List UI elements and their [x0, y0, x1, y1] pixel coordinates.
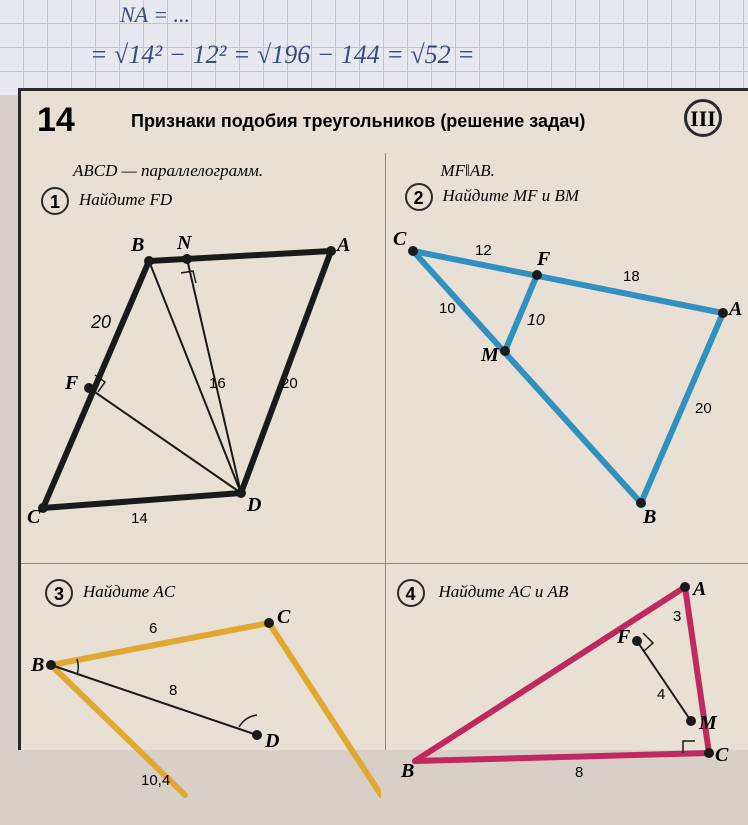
page-number: 14	[37, 101, 75, 140]
problem-1: ABCD — параллелограмм. 1 Найдите FD	[21, 153, 385, 563]
p3-val-BC: 6	[149, 620, 157, 637]
p1-label-C: C	[27, 506, 41, 528]
p3-val-side: 10,4	[141, 772, 170, 789]
p2-task: Найдите MF и BM	[443, 186, 580, 205]
p2-val-FA: 18	[623, 268, 640, 285]
problem-4: 4 Найдите AC и AB	[385, 563, 748, 813]
roman-numeral-badge: III	[684, 99, 722, 137]
p2-label-C: C	[393, 228, 407, 250]
p3-number-badge: 3	[45, 579, 73, 607]
p4-val-FA: 3	[673, 608, 681, 625]
p3-val-BD: 8	[169, 682, 177, 699]
p4-label-C: C	[715, 744, 729, 766]
problem-2: MF‖AB. 2 Найдите MF и BM C A B	[385, 153, 748, 563]
p1-pencil: 20	[90, 312, 111, 332]
p3-figure: B C D 6 8 10,4	[21, 605, 381, 825]
p1-label-B: B	[130, 234, 144, 256]
p3-label-D: D	[264, 730, 279, 752]
problem-grid: ABCD — параллелограмм. 1 Найдите FD	[21, 153, 748, 750]
p2-label-B: B	[642, 506, 656, 528]
p2-given: MF‖AB.	[441, 161, 495, 181]
p1-val-ND: 16	[209, 375, 226, 392]
p2-figure: C A B F M 12 18 10 20 10	[385, 213, 748, 543]
p3-task: Найдите AC	[83, 582, 175, 601]
p2-pencil: 10	[527, 312, 545, 329]
p1-figure: B N A F C D 16 20 14 20	[21, 223, 381, 553]
p4-label-B: B	[400, 760, 414, 782]
p1-number-badge: 1	[41, 187, 69, 215]
p2-val-AB: 20	[695, 400, 712, 417]
p1-label-N: N	[176, 232, 193, 254]
p1-val-AD: 20	[281, 375, 298, 392]
handwriting-line2: = √14² − 12² = √196 − 144 = √52 =	[90, 40, 475, 70]
p2-val-CF: 12	[475, 242, 492, 259]
p2-number-badge: 2	[405, 183, 433, 211]
p2-val-CM: 10	[439, 300, 456, 317]
p1-task: Найдите FD	[79, 190, 172, 209]
p3-label-C: C	[277, 606, 291, 628]
problem-3: 3 Найдите AC B	[21, 563, 385, 813]
p4-label-F: F	[616, 626, 631, 648]
p4-figure: A F M C B 3 4 8	[385, 581, 748, 801]
p1-val-CD: 14	[131, 510, 148, 527]
p1-label-A: A	[335, 234, 350, 256]
p3-label-B: B	[30, 654, 44, 676]
page-title: Признаки подобия треугольников (решение …	[131, 111, 585, 132]
p1-label-F: F	[64, 372, 79, 394]
p4-val-bottom: 8	[575, 764, 583, 781]
p1-label-D: D	[246, 494, 261, 516]
textbook-page: 14 Признаки подобия треугольников (решен…	[18, 88, 748, 750]
handwriting-line1: NA = ...	[120, 2, 190, 28]
p1-given: ABCD — параллелограмм.	[73, 161, 263, 181]
p4-label-A: A	[691, 581, 706, 600]
p2-label-M: M	[480, 344, 500, 366]
p2-label-F: F	[536, 248, 551, 270]
p4-label-M: M	[698, 712, 718, 734]
p4-val-FM: 4	[657, 686, 665, 703]
p2-label-A: A	[727, 298, 742, 320]
